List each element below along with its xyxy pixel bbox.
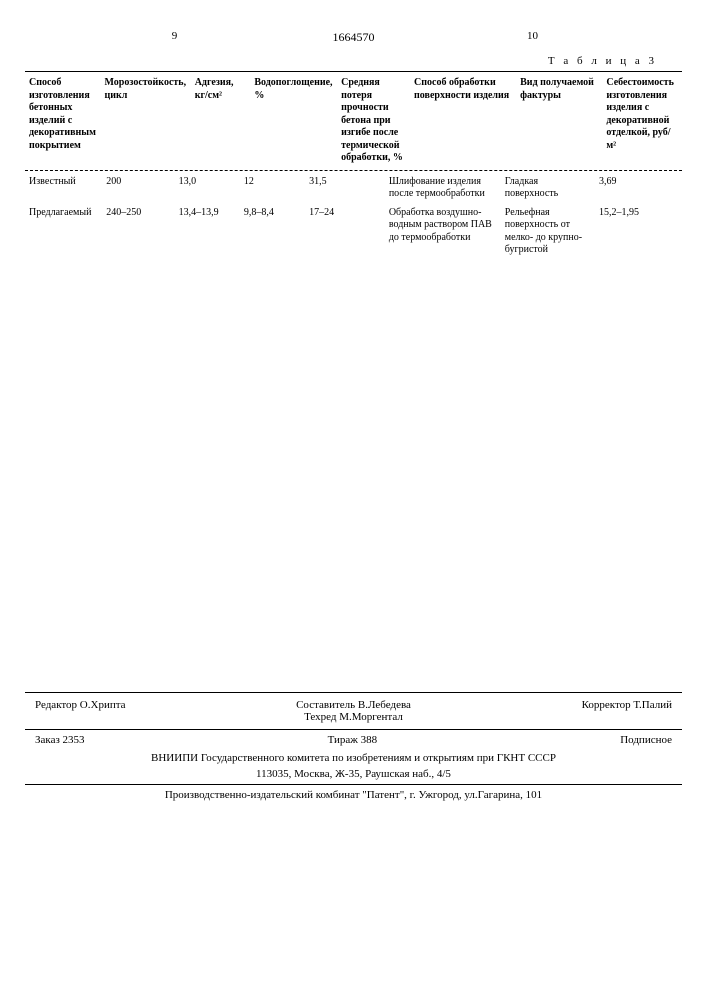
table-caption: Т а б л и ц а 3 <box>25 55 657 67</box>
table-row: Известный 200 13,0 12 31,5 Шлифование из… <box>25 173 682 204</box>
col-header: Адгезия, кг/см² <box>191 74 251 168</box>
cell: 200 <box>102 173 174 204</box>
cell: 13,4–13,9 <box>175 204 240 260</box>
order-label: Заказ 2353 <box>35 734 85 746</box>
cell: 15,2–1,95 <box>595 204 682 260</box>
editor-label: Редактор О.Хрипта <box>35 699 247 723</box>
page-number-right: 10 <box>443 30 622 45</box>
org-line-1: ВНИИПИ Государственного комитета по изоб… <box>25 752 682 764</box>
cell: 17–24 <box>305 204 385 260</box>
table-row: Предлагаемый 240–250 13,4–13,9 9,8–8,4 1… <box>25 204 682 260</box>
col-header: Способ изготовления бетонных изделий с д… <box>25 74 101 168</box>
rule-top <box>25 71 682 72</box>
cell: Известный <box>25 173 102 204</box>
cell: Обработка воздушно-водным раствором ПАВ … <box>385 204 501 260</box>
cell: Рельефная поверхность от мелко- до крупн… <box>501 204 595 260</box>
cell: Гладкая поверхность <box>501 173 595 204</box>
page-number-left: 9 <box>85 30 264 45</box>
col-header: Водопоглощение, % <box>250 74 337 168</box>
footer-block: Редактор О.Хрипта Составитель В.Лебедева… <box>25 695 682 801</box>
tirazh-label: Тираж 388 <box>328 734 378 746</box>
footer-rule-3 <box>25 784 682 785</box>
footer-rule-2 <box>25 729 682 730</box>
composer-label: Составитель В.Лебедева <box>247 699 459 711</box>
cell: 240–250 <box>102 204 174 260</box>
data-table-body: Известный 200 13,0 12 31,5 Шлифование из… <box>25 173 682 260</box>
rule-header-sep <box>25 170 682 171</box>
cell: 12 <box>240 173 305 204</box>
corrector-label: Корректор Т.Палий <box>460 699 672 723</box>
subscr-label: Подписное <box>620 734 672 746</box>
col-header: Средняя потеря прочности бетона при изги… <box>337 74 410 168</box>
col-header: Способ обработки поверхности изделия <box>410 74 516 168</box>
page-header: 9 1664570 10 <box>25 30 682 45</box>
techred-label: Техред М.Моргентал <box>247 711 459 723</box>
cell: Предлагаемый <box>25 204 102 260</box>
document-number: 1664570 <box>264 30 443 45</box>
cell: 13,0 <box>175 173 240 204</box>
cell: Шлифование изделия после термообработки <box>385 173 501 204</box>
col-header: Морозостойкость, цикл <box>101 74 191 168</box>
print-line: Производственно-издательский комбинат "П… <box>25 789 682 801</box>
footer-rule-1 <box>25 692 682 693</box>
cell: 31,5 <box>305 173 385 204</box>
col-header: Вид получаемой фактуры <box>516 74 602 168</box>
col-header: Себестоимость изготовления изделия с дек… <box>602 74 682 168</box>
data-table: Способ изготовления бетонных изделий с д… <box>25 74 682 168</box>
cell: 9,8–8,4 <box>240 204 305 260</box>
cell: 3,69 <box>595 173 682 204</box>
blank-space <box>25 260 682 690</box>
table-head: Способ изготовления бетонных изделий с д… <box>25 74 682 168</box>
org-line-2: 113035, Москва, Ж-35, Раушская наб., 4/5 <box>25 768 682 780</box>
